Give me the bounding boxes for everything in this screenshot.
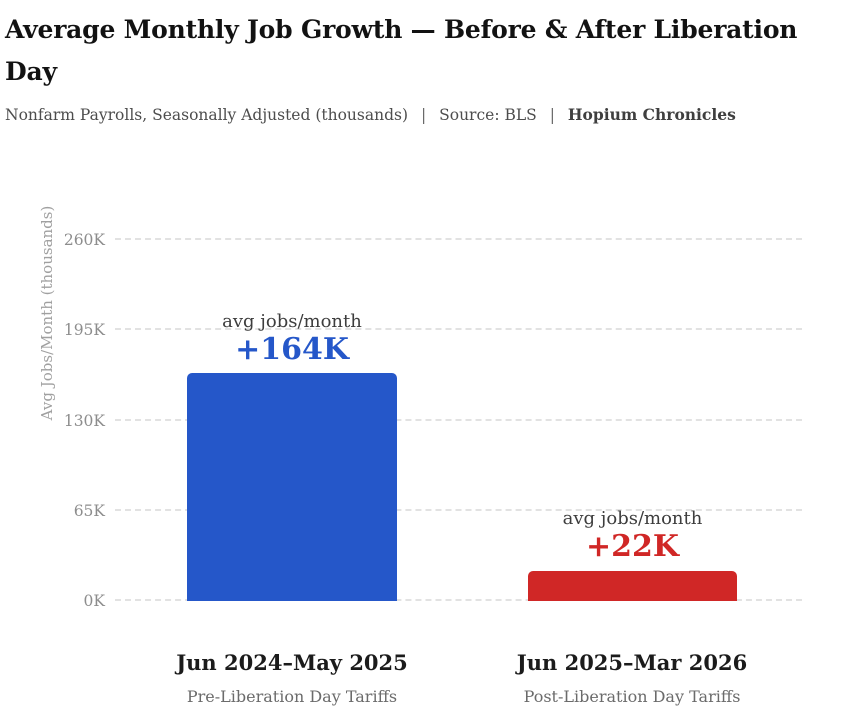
y-tick-label: 260K: [63, 231, 105, 249]
x-category-pre-liberation: Jun 2024–May 2025 Pre-Liberation Day Tar…: [176, 649, 408, 707]
subtitle-divider: |: [420, 106, 427, 124]
page-title-line2: Day: [5, 57, 57, 86]
y-tick-label: 65K: [73, 501, 105, 520]
bar-annotation-label: avg jobs/month: [222, 311, 362, 333]
bar-annotation-label: avg jobs/month: [562, 508, 703, 530]
plot-area: avg jobs/month +164K avg jobs/month +22K…: [64, 231, 802, 610]
y-axis-title: Avg Jobs/Month (thousands): [38, 205, 56, 421]
gridline: 130K: [64, 412, 802, 430]
x-category-label: Jun 2025–Mar 2026: [516, 650, 748, 675]
x-category-sublabel: Pre-Liberation Day Tariffs: [186, 687, 398, 706]
bar-rect: [528, 570, 737, 601]
gridline: 260K: [64, 231, 802, 249]
x-category-post-liberation: Jun 2025–Mar 2026 Post-Liberation Day Ta…: [517, 649, 747, 707]
y-tick-label: 130K: [63, 411, 105, 430]
subtitle-brand: Hopium Chronicles: [567, 105, 736, 124]
y-tick-label: 0K: [83, 592, 105, 610]
bar-value-label: +22K: [586, 529, 679, 564]
y-tick-label: 195K: [63, 321, 105, 340]
x-category-label: Jun 2024–May 2025: [176, 650, 408, 675]
chart-subtitle: Nonfarm Payrolls, Seasonally Adjusted (t…: [5, 104, 850, 126]
bar-group-post-liberation: avg jobs/month +22K: [528, 509, 737, 601]
bar-rect: [187, 373, 397, 601]
page-title: Average Monthly Job Growth — Before & Af…: [5, 9, 850, 93]
gridline: 195K: [64, 321, 802, 339]
gridline: 0K: [84, 592, 802, 610]
x-category-sublabel: Post-Liberation Day Tariffs: [523, 687, 741, 706]
gridline: 65K: [74, 502, 802, 520]
subtitle-divider: |: [549, 106, 555, 124]
subtitle-source: Source: BLS: [439, 106, 537, 124]
page-title-line1: Average Monthly Job Growth — Before & Af…: [5, 15, 798, 44]
bar-group-pre-liberation: avg jobs/month +164K: [187, 311, 397, 601]
subtitle-notes: Nonfarm Payrolls, Seasonally Adjusted (t…: [5, 106, 409, 124]
bar-value-label: +164K: [235, 331, 349, 367]
